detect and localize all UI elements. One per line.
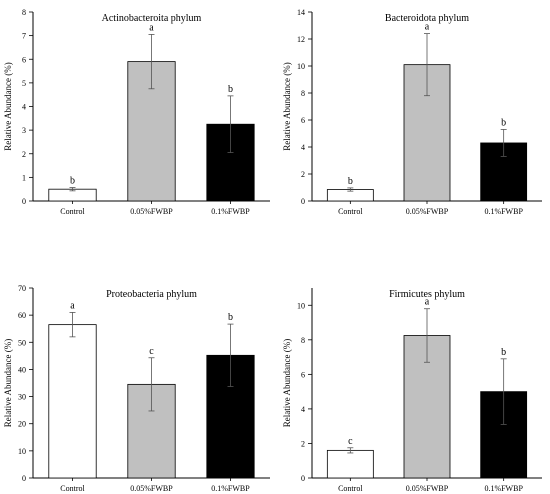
x-tick-label: Control xyxy=(338,484,363,493)
x-tick-label: 0.1%FWBP xyxy=(211,207,250,216)
y-tick-label: 50 xyxy=(18,338,26,347)
significance-letter: c xyxy=(149,346,154,357)
y-tick-label: 10 xyxy=(297,62,305,71)
y-tick-label: 4 xyxy=(301,143,305,152)
y-tick-label: 4 xyxy=(301,405,305,414)
y-axis-label: Relative Abundance (%) xyxy=(3,62,13,150)
y-tick-label: 8 xyxy=(301,336,305,345)
y-axis-label: Relative Abundance (%) xyxy=(3,339,13,427)
x-tick-label: 0.05%FWBP xyxy=(130,207,173,216)
y-tick-label: 10 xyxy=(297,301,305,310)
significance-letter: b xyxy=(348,176,353,187)
significance-letter: a xyxy=(149,22,154,33)
y-tick-label: 0 xyxy=(301,474,305,483)
x-tick-label: Control xyxy=(338,207,363,216)
x-tick-label: 0.05%FWBP xyxy=(406,484,449,493)
x-tick-label: Control xyxy=(60,207,85,216)
y-tick-label: 12 xyxy=(297,35,305,44)
significance-letter: c xyxy=(348,436,353,447)
y-tick-label: 10 xyxy=(18,447,26,456)
significance-letter: a xyxy=(425,22,430,33)
y-axis-label: Relative Abundance (%) xyxy=(282,339,292,427)
bar xyxy=(48,324,97,479)
significance-letter: b xyxy=(70,176,75,187)
y-tick-label: 8 xyxy=(301,89,305,98)
significance-letter: a xyxy=(70,300,75,311)
significance-letter: b xyxy=(228,84,233,95)
y-tick-label: 70 xyxy=(18,284,26,293)
x-tick-label: Control xyxy=(60,484,85,493)
y-tick-label: 6 xyxy=(22,55,26,64)
chart-panel-3: 0 2 4 6 8 10 Relative Abundance (%) Firmicutes … xyxy=(282,288,542,493)
chart-panel-1: 0 2 4 6 8 10 12 14 Relative Abundance (%) Bactero… xyxy=(282,8,542,216)
y-tick-label: 8 xyxy=(22,8,26,17)
y-tick-label: 2 xyxy=(22,150,26,159)
chart-panel-0: 0 1 2 3 4 5 6 7 8 Relative Abundance (%) Actinobac… xyxy=(3,8,270,216)
y-tick-label: 5 xyxy=(22,79,26,88)
y-tick-label: 30 xyxy=(18,393,26,402)
y-tick-label: 0 xyxy=(22,474,26,483)
y-tick-label: 1 xyxy=(22,173,26,182)
y-tick-label: 60 xyxy=(18,311,26,320)
x-tick-label: 0.1%FWBP xyxy=(211,484,250,493)
chart-title: Firmicutes phylum xyxy=(389,289,465,300)
significance-letter: b xyxy=(501,117,506,128)
chart-panel-2: 0 10 20 30 40 50 60 70 Relative Abundance (%) Pro… xyxy=(3,284,270,493)
y-tick-label: 0 xyxy=(22,197,26,206)
bar xyxy=(326,449,374,479)
y-tick-label: 6 xyxy=(301,370,305,379)
x-tick-label: 0.05%FWBP xyxy=(130,484,173,493)
x-tick-label: 0.1%FWBP xyxy=(484,207,523,216)
y-tick-label: 2 xyxy=(301,170,305,179)
y-tick-label: 20 xyxy=(18,420,26,429)
y-tick-label: 40 xyxy=(18,365,26,374)
y-tick-label: 3 xyxy=(22,126,26,135)
y-tick-label: 4 xyxy=(22,103,26,112)
y-axis-label: Relative Abundance (%) xyxy=(282,62,292,150)
y-tick-label: 2 xyxy=(301,439,305,448)
chart-title: Proteobacteria phylum xyxy=(106,289,197,300)
significance-letter: a xyxy=(425,297,430,308)
x-tick-label: 0.05%FWBP xyxy=(406,207,449,216)
y-tick-label: 14 xyxy=(297,8,305,17)
chart-title: Actinobacteroita phylum xyxy=(102,13,202,24)
chart-title: Bacteroidota phylum xyxy=(385,13,469,24)
significance-letter: b xyxy=(501,347,506,358)
y-tick-label: 0 xyxy=(301,197,305,206)
y-tick-label: 7 xyxy=(22,32,26,41)
significance-letter: b xyxy=(228,312,233,323)
y-tick-label: 6 xyxy=(301,116,305,125)
x-tick-label: 0.1%FWBP xyxy=(484,484,523,493)
